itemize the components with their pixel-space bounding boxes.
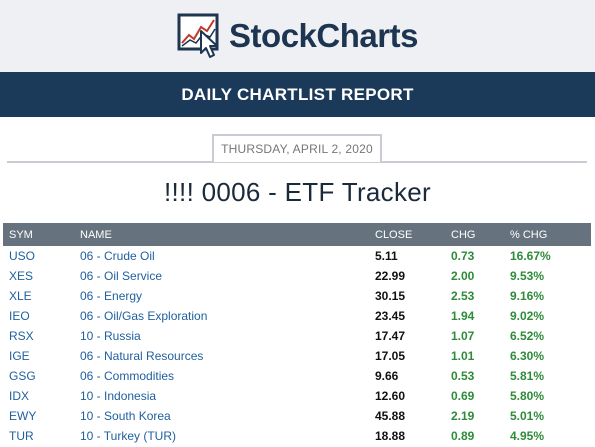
change-value: 2.19 xyxy=(451,409,475,423)
name-link[interactable]: 06 - Energy xyxy=(80,289,143,303)
name-link[interactable]: 10 - Turkey (TUR) xyxy=(80,429,177,443)
symbol-link[interactable]: IGE xyxy=(9,349,30,363)
table-row: GSG 06 - Commodities 9.66 0.53 5.81% xyxy=(3,366,591,386)
change-value: 1.07 xyxy=(451,329,475,343)
table-row: EWY 10 - South Korea 45.88 2.19 5.01% xyxy=(3,406,591,426)
percent-change-value: 6.30% xyxy=(510,349,545,363)
percent-change-value: 5.01% xyxy=(510,409,545,423)
date-section: THURSDAY, APRIL 2, 2020 xyxy=(0,117,595,163)
date-divider xyxy=(7,161,587,163)
site-header: StockCharts xyxy=(0,0,595,72)
close-value: 5.11 xyxy=(375,249,398,263)
name-link[interactable]: 06 - Oil/Gas Exploration xyxy=(80,309,208,323)
header-name[interactable]: NAME xyxy=(80,228,112,241)
symbol-link[interactable]: EWY xyxy=(9,409,37,423)
close-value: 30.15 xyxy=(375,289,406,303)
table-row: XES 06 - Oil Service 22.99 2.00 9.53% xyxy=(3,266,591,286)
table-row: IEO 06 - Oil/Gas Exploration 23.45 1.94 … xyxy=(3,306,591,326)
stockcharts-logo[interactable]: StockCharts xyxy=(177,13,418,59)
header-sym[interactable]: SYM xyxy=(9,228,33,241)
percent-change-value: 9.53% xyxy=(510,269,545,283)
name-link[interactable]: 06 - Natural Resources xyxy=(80,349,204,363)
table-row: USO 06 - Crude Oil 5.11 0.73 16.67% xyxy=(3,246,591,266)
symbol-link[interactable]: XLE xyxy=(9,289,32,303)
table-row: IGE 06 - Natural Resources 17.05 1.01 6.… xyxy=(3,346,591,366)
report-banner: DAILY CHARTLIST REPORT xyxy=(0,72,595,117)
close-value: 12.60 xyxy=(375,389,406,403)
name-link[interactable]: 10 - Russia xyxy=(80,329,141,343)
etf-table-container: SYM NAME CLOSE CHG % CHG USO 06 - Crude … xyxy=(3,223,591,446)
percent-change-value: 4.95% xyxy=(510,429,545,443)
table-row: XLE 06 - Energy 30.15 2.53 9.16% xyxy=(3,286,591,306)
change-value: 1.01 xyxy=(451,349,475,363)
symbol-link[interactable]: USO xyxy=(9,249,36,263)
change-value: 0.89 xyxy=(451,429,475,443)
change-value: 2.53 xyxy=(451,289,475,303)
symbol-link[interactable]: TUR xyxy=(9,429,34,443)
table-row: RSX 10 - Russia 17.47 1.07 6.52% xyxy=(3,326,591,346)
close-value: 17.05 xyxy=(375,349,406,363)
percent-change-value: 5.81% xyxy=(510,369,545,383)
name-link[interactable]: 10 - Indonesia xyxy=(80,389,157,403)
symbol-link[interactable]: GSG xyxy=(9,369,36,383)
percent-change-value: 9.16% xyxy=(510,289,545,303)
brand-name: StockCharts xyxy=(229,17,418,54)
close-value: 17.47 xyxy=(375,329,406,343)
header-close[interactable]: CLOSE xyxy=(375,228,413,241)
percent-change-value: 5.80% xyxy=(510,389,545,403)
symbol-link[interactable]: IDX xyxy=(9,389,30,403)
change-value: 2.00 xyxy=(451,269,475,283)
header-pct-chg[interactable]: % CHG xyxy=(510,228,548,241)
table-row: TUR 10 - Turkey (TUR) 18.88 0.89 4.95% xyxy=(3,426,591,446)
symbol-link[interactable]: XES xyxy=(9,269,34,283)
change-value: 0.53 xyxy=(451,369,475,383)
name-link[interactable]: 06 - Crude Oil xyxy=(80,249,155,263)
close-value: 23.45 xyxy=(375,309,406,323)
name-link[interactable]: 06 - Oil Service xyxy=(80,269,163,283)
close-value: 45.88 xyxy=(375,409,406,423)
name-link[interactable]: 06 - Commodities xyxy=(80,369,175,383)
report-date: THURSDAY, APRIL 2, 2020 xyxy=(212,134,382,162)
percent-change-value: 6.52% xyxy=(510,329,545,343)
percent-change-value: 9.02% xyxy=(510,309,545,323)
symbol-link[interactable]: IEO xyxy=(9,309,30,323)
percent-change-value: 16.67% xyxy=(510,249,551,263)
chartlist-title: !!!! 0006 - ETF Tracker xyxy=(164,177,431,207)
chart-logo-icon xyxy=(177,13,219,58)
close-value: 18.88 xyxy=(375,429,406,443)
change-value: 0.69 xyxy=(451,389,475,403)
change-value: 0.73 xyxy=(451,249,475,263)
etf-table: SYM NAME CLOSE CHG % CHG USO 06 - Crude … xyxy=(3,223,591,446)
name-link[interactable]: 10 - South Korea xyxy=(80,409,171,423)
header-chg[interactable]: CHG xyxy=(451,228,476,241)
change-value: 1.94 xyxy=(451,309,475,323)
table-row: IDX 10 - Indonesia 12.60 0.69 5.80% xyxy=(3,386,591,406)
close-value: 9.66 xyxy=(375,369,399,383)
symbol-link[interactable]: RSX xyxy=(9,329,34,343)
table-header-row: SYM NAME CLOSE CHG % CHG xyxy=(3,223,591,246)
close-value: 22.99 xyxy=(375,269,406,283)
